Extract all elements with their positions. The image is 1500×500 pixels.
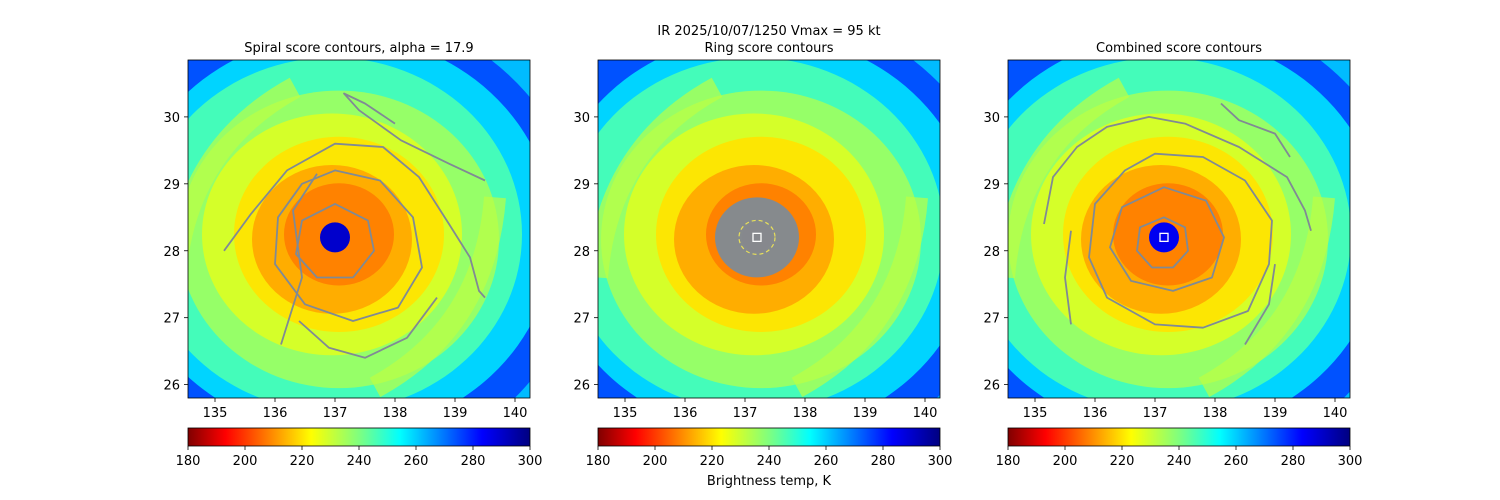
x-tick-label: 137 bbox=[323, 406, 348, 421]
panel-2: Ring score contours 135 136 137 138 139 140 26 2… bbox=[573, 41, 941, 421]
colorbar-tick-label: 280 bbox=[871, 454, 896, 469]
eye bbox=[1149, 222, 1179, 253]
panel-title: Combined score contours bbox=[1096, 41, 1262, 56]
x-tick-label: 135 bbox=[203, 406, 228, 421]
colorbar-tick-label: 280 bbox=[1281, 454, 1306, 469]
panel-1: Spiral score contours, alpha = 17.9 135 13… bbox=[163, 41, 531, 421]
colorbar-1 bbox=[187, 427, 531, 447]
y-tick-label: 29 bbox=[983, 178, 1000, 193]
x-tick-label: 137 bbox=[1143, 406, 1168, 421]
colorbar-tick-label: 260 bbox=[404, 454, 429, 469]
colorbar-tick-label: 220 bbox=[700, 454, 725, 469]
ring-inner-contour bbox=[738, 219, 776, 255]
score-contour bbox=[280, 173, 318, 345]
y-tick-label: 29 bbox=[163, 178, 180, 193]
y-tick-label: 29 bbox=[573, 178, 590, 193]
colorbar-tick-label: 300 bbox=[518, 454, 543, 469]
score-contour bbox=[295, 202, 375, 279]
y-tick-label: 28 bbox=[983, 245, 1000, 260]
score-contour bbox=[1109, 186, 1225, 292]
colorbar-tick-label: 200 bbox=[233, 454, 258, 469]
score-contour bbox=[1064, 230, 1072, 325]
colorbar-tick-label: 260 bbox=[814, 454, 839, 469]
x-tick-label: 138 bbox=[1203, 406, 1228, 421]
y-tick-label: 26 bbox=[163, 379, 180, 394]
colorbar-tick-label: 240 bbox=[1167, 454, 1192, 469]
rainband bbox=[1198, 196, 1335, 398]
score-contour bbox=[274, 169, 423, 322]
x-tick-label: 140 bbox=[913, 406, 938, 421]
colorbar-2-bar bbox=[597, 427, 941, 447]
panel-title: Spiral score contours, alpha = 17.9 bbox=[244, 41, 473, 56]
x-tick-label: 138 bbox=[383, 406, 408, 421]
x-tick-label: 138 bbox=[793, 406, 818, 421]
x-tick-label: 139 bbox=[853, 406, 878, 421]
axes-frame bbox=[1007, 59, 1351, 399]
center-marker bbox=[752, 232, 762, 243]
y-tick-label: 30 bbox=[163, 111, 180, 126]
x-tick-label: 136 bbox=[263, 406, 288, 421]
rainband bbox=[598, 77, 723, 279]
colorbar-3 bbox=[1007, 427, 1351, 447]
colorbar-tick-label: 180 bbox=[996, 454, 1021, 469]
colorbar-tick-label: 260 bbox=[1224, 454, 1249, 469]
colorbar-2: Brightness temp, K bbox=[597, 427, 941, 489]
colorbar-tick-label: 220 bbox=[1110, 454, 1135, 469]
x-tick-label: 135 bbox=[613, 406, 638, 421]
panel-1-plot-area bbox=[188, 60, 530, 398]
colorbar-tick-label: 180 bbox=[586, 454, 611, 469]
rainband bbox=[188, 77, 301, 260]
y-tick-label: 27 bbox=[573, 312, 590, 327]
score-contour bbox=[1136, 216, 1189, 269]
colorbar-tick-label: 200 bbox=[643, 454, 668, 469]
colorbar-tick-label: 240 bbox=[347, 454, 372, 469]
score-contour bbox=[343, 92, 486, 182]
colorbar-label: Brightness temp, K bbox=[707, 474, 832, 489]
center-marker bbox=[1159, 232, 1169, 243]
score-contour bbox=[1244, 263, 1276, 345]
colorbar-tick-label: 220 bbox=[290, 454, 315, 469]
score-contour bbox=[1088, 152, 1273, 329]
y-tick-label: 26 bbox=[983, 379, 1000, 394]
axes-frame bbox=[187, 59, 531, 399]
colorbar-tick-label: 240 bbox=[757, 454, 782, 469]
x-tick-label: 137 bbox=[733, 406, 758, 421]
rainband bbox=[791, 196, 928, 398]
colorbar-tick-label: 300 bbox=[1338, 454, 1363, 469]
y-tick-label: 27 bbox=[163, 312, 180, 327]
score-contour bbox=[223, 142, 486, 299]
x-tick-label: 135 bbox=[1023, 406, 1048, 421]
colorbar-tick-label: 300 bbox=[928, 454, 953, 469]
x-tick-label: 136 bbox=[673, 406, 698, 421]
x-tick-label: 139 bbox=[1263, 406, 1288, 421]
panel-2-plot-area bbox=[598, 60, 940, 398]
eye bbox=[320, 222, 350, 253]
colorbar-1-bar bbox=[187, 427, 531, 447]
panel-3: Combined score contours 135 136 137 138 139 14… bbox=[983, 41, 1351, 421]
colorbar-tick-label: 200 bbox=[1053, 454, 1078, 469]
panel-3-plot-area bbox=[1008, 60, 1350, 398]
y-tick-label: 26 bbox=[573, 379, 590, 394]
y-tick-label: 28 bbox=[163, 245, 180, 260]
y-tick-label: 30 bbox=[983, 111, 1000, 126]
figure-suptitle: IR 2025/10/07/1250 Vmax = 95 kt bbox=[657, 24, 880, 39]
x-tick-label: 139 bbox=[443, 406, 468, 421]
axes-frame bbox=[597, 59, 941, 399]
colorbar-3-bar bbox=[1007, 427, 1351, 447]
x-tick-label: 140 bbox=[1323, 406, 1348, 421]
rainband bbox=[369, 196, 506, 398]
x-tick-label: 140 bbox=[503, 406, 528, 421]
colorbar-tick-label: 280 bbox=[461, 454, 486, 469]
colorbar-tick-label: 180 bbox=[176, 454, 201, 469]
y-tick-label: 30 bbox=[573, 111, 590, 126]
x-tick-label: 136 bbox=[1083, 406, 1108, 421]
score-contour bbox=[1043, 116, 1312, 231]
ring-score-region bbox=[715, 197, 799, 278]
score-contour bbox=[298, 297, 438, 359]
y-tick-label: 28 bbox=[573, 245, 590, 260]
y-tick-label: 27 bbox=[983, 312, 1000, 327]
panel-title: Ring score contours bbox=[704, 41, 833, 56]
score-contour bbox=[1220, 102, 1291, 158]
